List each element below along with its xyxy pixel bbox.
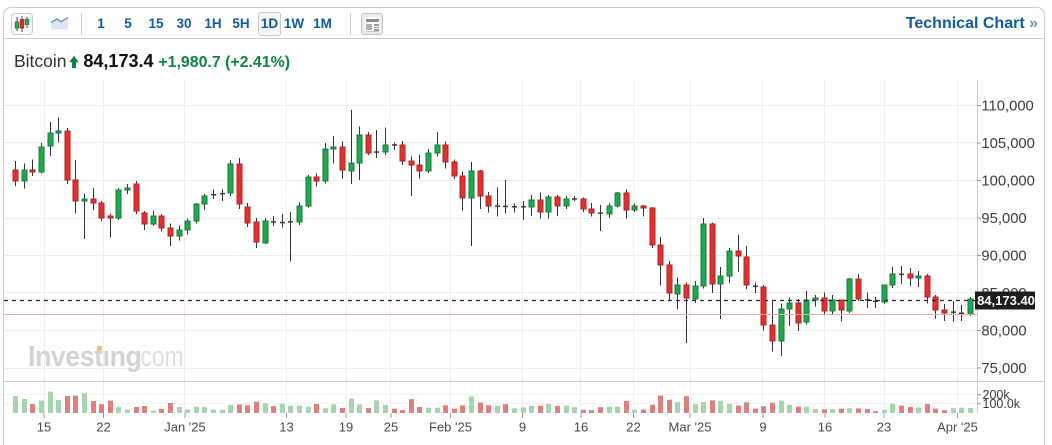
svg-text:Mar '25: Mar '25 xyxy=(669,420,712,435)
svg-text:105,000: 105,000 xyxy=(981,136,1035,152)
svg-text:19: 19 xyxy=(339,420,353,435)
svg-text:25: 25 xyxy=(384,420,398,435)
svg-text:16: 16 xyxy=(818,420,832,435)
svg-text:100.0k: 100.0k xyxy=(983,397,1021,411)
svg-text:Jan '25: Jan '25 xyxy=(164,420,206,435)
svg-text:Apr '25: Apr '25 xyxy=(937,420,978,435)
svg-text:Investing: Investing xyxy=(28,340,141,372)
svg-text:80,000: 80,000 xyxy=(981,324,1026,340)
svg-text:9: 9 xyxy=(759,420,766,435)
svg-text:23: 23 xyxy=(877,420,891,435)
svg-text:22: 22 xyxy=(96,420,110,435)
svg-text:90,000: 90,000 xyxy=(981,249,1026,265)
svg-text:100,000: 100,000 xyxy=(981,174,1035,190)
svg-text:9: 9 xyxy=(519,420,526,435)
svg-text:84,173.40: 84,173.40 xyxy=(977,293,1035,308)
svg-text:110,000: 110,000 xyxy=(981,99,1033,115)
svg-text:16: 16 xyxy=(574,420,588,435)
svg-text:.com: .com xyxy=(134,339,184,372)
svg-text:95,000: 95,000 xyxy=(981,211,1026,227)
svg-text:13: 13 xyxy=(279,420,293,435)
svg-text:Feb '25: Feb '25 xyxy=(429,420,472,435)
svg-text:22: 22 xyxy=(626,420,640,435)
svg-text:200k: 200k xyxy=(983,388,1011,402)
svg-text:75,000: 75,000 xyxy=(981,361,1026,377)
svg-text:15: 15 xyxy=(37,420,51,435)
